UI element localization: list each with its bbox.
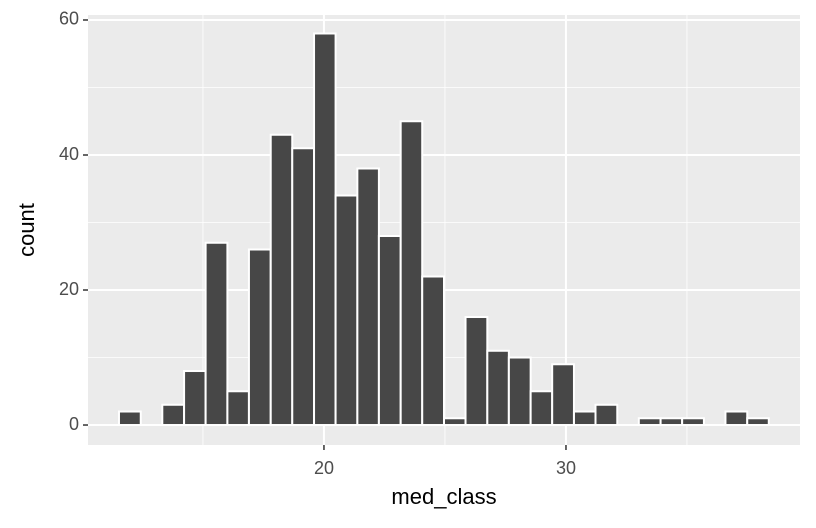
bar <box>291 147 316 427</box>
bar <box>204 241 229 427</box>
y-tick-label: 20 <box>59 279 79 299</box>
bar <box>746 417 770 427</box>
y-tick-label: 60 <box>59 9 79 29</box>
bar <box>659 417 684 427</box>
x-tick-label: 30 <box>556 458 576 478</box>
bar <box>724 410 749 427</box>
bar <box>334 194 359 427</box>
bar <box>551 363 575 427</box>
bar <box>226 390 250 427</box>
bar <box>486 349 510 427</box>
y-axis-title: count <box>14 203 39 257</box>
bar <box>594 403 619 427</box>
bar <box>529 390 554 427</box>
axes: 0 20 40 60 20 30 <box>59 9 576 478</box>
bar <box>161 403 186 427</box>
bar <box>464 316 489 427</box>
bar <box>681 417 705 427</box>
bar <box>247 248 272 427</box>
x-axis-title: med_class <box>391 484 496 509</box>
bar <box>269 133 294 427</box>
bar <box>572 410 597 427</box>
bar <box>637 417 662 427</box>
bar <box>313 32 337 427</box>
bar <box>356 167 380 427</box>
y-tick-label: 0 <box>69 414 79 434</box>
bars <box>117 32 770 427</box>
bar <box>117 410 142 427</box>
bar <box>421 275 446 427</box>
bar <box>443 417 467 427</box>
bar <box>507 356 532 427</box>
x-tick-label: 20 <box>314 458 334 478</box>
bar <box>183 370 207 427</box>
y-tick-label: 40 <box>59 144 79 164</box>
bar <box>377 235 402 427</box>
bar <box>399 120 424 427</box>
